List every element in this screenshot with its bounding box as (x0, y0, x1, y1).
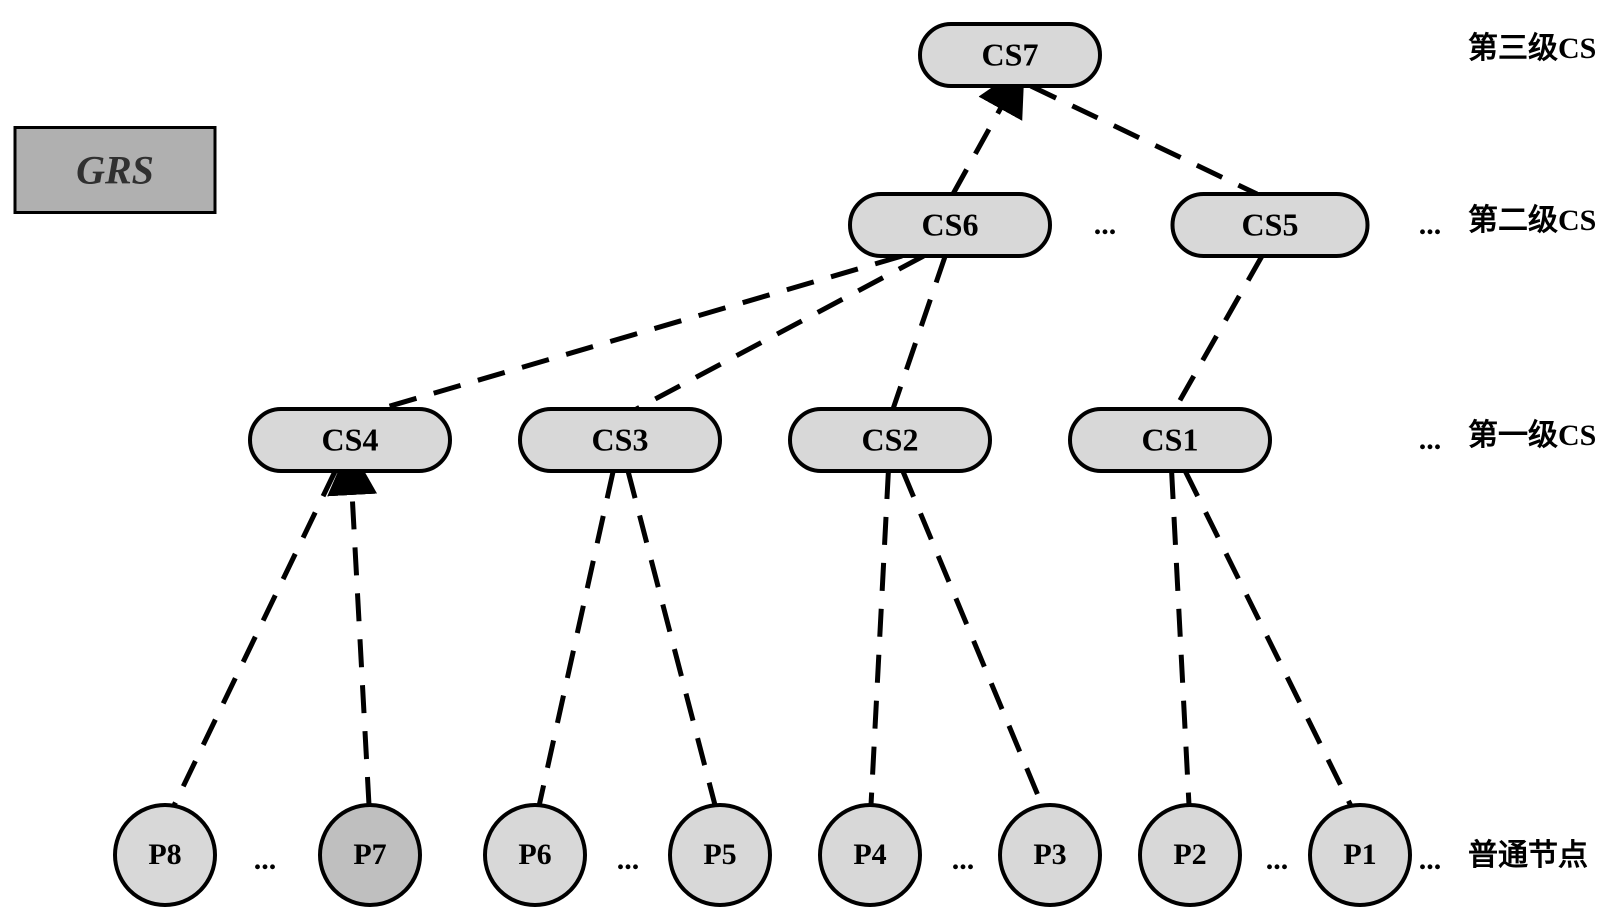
grs-label: GRS (76, 147, 154, 194)
level-ellipsis-1: ... (1419, 423, 1442, 457)
cs-node-label-CS7: CS7 (982, 37, 1039, 74)
p-ellipsis-1: ... (617, 843, 640, 877)
cs-node-label-CS4: CS4 (322, 422, 379, 459)
p-node-label-P4: P4 (853, 838, 886, 872)
edge-CS4-P7 (352, 485, 369, 805)
p-node-label-P5: P5 (703, 838, 736, 872)
edge-CS7-CS5 (1031, 86, 1257, 194)
p-node-label-P3: P3 (1033, 838, 1066, 872)
edge-CS5-CS1 (1175, 256, 1262, 409)
edge-CS4-P8 (174, 471, 335, 805)
level-ellipsis-0: ... (1419, 208, 1442, 242)
edge-CS2-P4 (871, 471, 888, 805)
p-ellipsis-3: ... (1266, 843, 1289, 877)
cs-node-label-CS3: CS3 (592, 422, 649, 459)
edge-CS1-P1 (1185, 471, 1350, 805)
edge-CS7-CS6 (953, 100, 1005, 194)
level-label-2: 第一级CS (1468, 410, 1596, 454)
edge-CS6-CS3 (637, 256, 924, 409)
edge-CS3-P5 (628, 471, 715, 805)
p-ellipsis-0: ... (254, 843, 277, 877)
p-node-label-P7: P7 (353, 838, 386, 872)
level-label-3: 普通节点 (1468, 830, 1588, 874)
nodes-group (15, 24, 1410, 905)
cs-node-label-CS6: CS6 (922, 207, 979, 244)
cs-node-label-CS5: CS5 (1242, 207, 1299, 244)
cs-node-label-CS1: CS1 (1142, 422, 1199, 459)
p-ellipsis-2: ... (952, 843, 975, 877)
cs-node-label-CS2: CS2 (862, 422, 919, 459)
level-label-1: 第二级CS (1468, 195, 1596, 239)
edge-CS1-P2 (1172, 471, 1189, 805)
edge-CS6-CS2 (893, 256, 945, 409)
level-label-0: 第三级CS (1468, 23, 1596, 67)
p-node-label-P8: P8 (148, 838, 181, 872)
edge-CS3-P6 (539, 471, 613, 805)
p-node-label-P2: P2 (1173, 838, 1206, 872)
edge-CS6-CS4 (380, 256, 902, 409)
edge-CS2-P3 (903, 471, 1042, 805)
p-node-label-P1: P1 (1343, 838, 1376, 872)
p-node-label-P6: P6 (518, 838, 551, 872)
diagram-canvas (0, 0, 1617, 921)
level-ellipsis-2: ... (1419, 843, 1442, 877)
mid-ellipsis: ... (1094, 208, 1117, 242)
